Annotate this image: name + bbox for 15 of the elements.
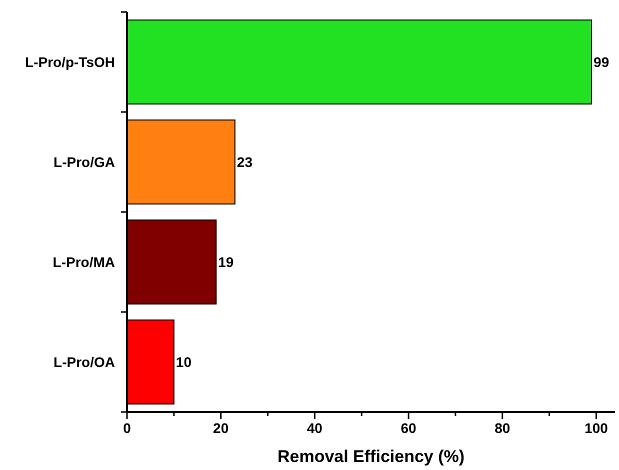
y-tick-label: L-Pro/OA [54,354,115,370]
x-tick-label: 0 [123,420,132,436]
x-axis-title: Removal Efficiency (%) [277,447,465,466]
data-label: 19 [218,254,234,270]
x-tick-label: 20 [213,420,229,436]
x-tick-label: 60 [400,420,417,436]
x-tick-label: 100 [584,420,608,436]
x-tick-label: 40 [306,420,323,436]
x-tick-label: 80 [494,420,510,436]
data-label: 99 [594,54,610,70]
y-tick-label: L-Pro/MA [52,254,115,270]
data-label: 23 [236,154,253,170]
y-tick-label: L-Pro/p-TsOH [25,54,115,70]
data-label: 10 [176,354,192,370]
y-tick-label: L-Pro/GA [54,154,115,170]
